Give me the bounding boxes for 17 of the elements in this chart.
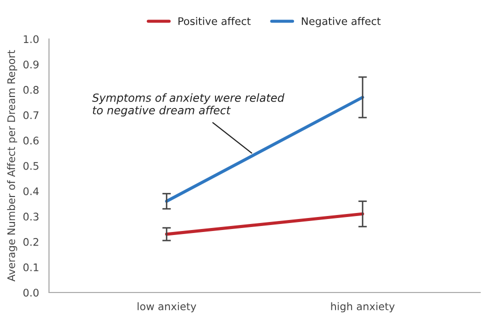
x-tick-label: high anxiety [331, 302, 395, 312]
y-tick-label: 0.3 [23, 212, 38, 221]
y-tick-label: 0.5 [23, 162, 38, 170]
y-tick-label: 1.0 [24, 35, 39, 44]
x-tick-label: low anxiety [138, 302, 196, 312]
y-tick-label: 0.6 [23, 136, 39, 145]
y-tick-label: 0.1 [23, 263, 38, 272]
y-tick-label: 0.4 [23, 187, 39, 196]
annotation: Symptoms of anxiety were related to negative dream affect [92, 93, 284, 117]
y-tick-label: 0.7 [23, 111, 38, 120]
legend-label: Negative affect [302, 17, 381, 28]
y-tick-label: 0.0 [23, 288, 39, 297]
y-tick-label: 0.8 [23, 86, 39, 94]
y-tick-label: 0.9 [23, 60, 39, 68]
legend-label: Positive affect [178, 17, 251, 26]
y-tick-label: 0.2 [23, 238, 38, 246]
y-axis-title: Average Number of Affect per Dream Report [7, 50, 18, 282]
